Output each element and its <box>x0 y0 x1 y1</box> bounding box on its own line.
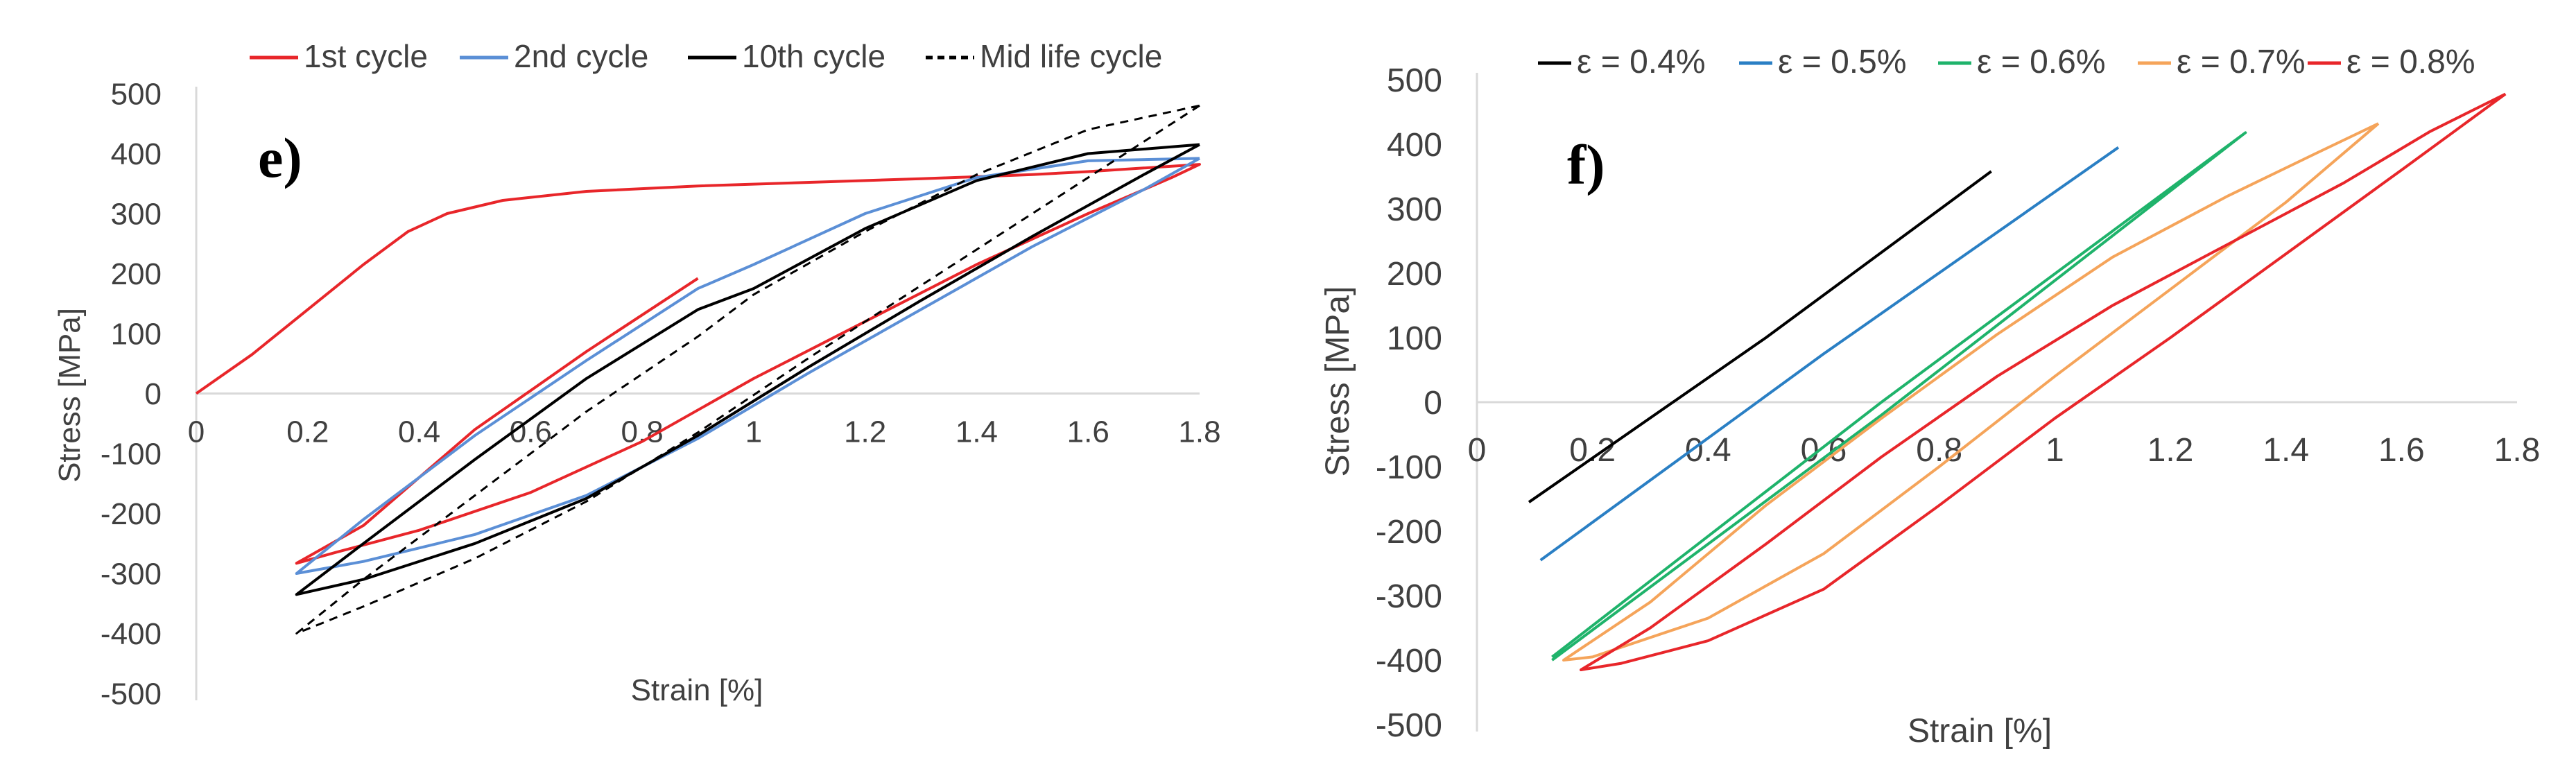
x-tick-label: 1.6 <box>1067 415 1109 449</box>
y-tick-label: 500 <box>111 77 162 111</box>
legend-label: 1st cycle <box>304 38 428 74</box>
y-tick-label: 200 <box>1387 256 1442 293</box>
y-tick-label: 100 <box>1387 320 1442 357</box>
x-tick-label: 1 <box>745 415 762 449</box>
y-tick-label: -100 <box>101 437 162 471</box>
series-line-1 <box>195 163 1201 565</box>
series-line-5 <box>1580 92 2507 671</box>
legend-label: ε = 0.6% <box>1977 44 2106 80</box>
legend-label: 2nd cycle <box>514 38 648 74</box>
y-tick-label: 0 <box>145 377 162 411</box>
y-tick-label: -200 <box>101 497 162 531</box>
y-tick-label: -300 <box>101 557 162 591</box>
series-line-4 <box>295 104 1200 634</box>
y-tick-label: 300 <box>1387 191 1442 228</box>
y-tick-label: 500 <box>1387 62 1442 99</box>
series-line-3 <box>295 143 1200 596</box>
y-tick-label: -100 <box>1376 449 1442 486</box>
series-line-1 <box>1528 170 1992 503</box>
legend-label: Mid life cycle <box>980 38 1162 74</box>
y-tick-label: 300 <box>111 197 162 231</box>
y-tick-label: -400 <box>1376 643 1442 680</box>
y-tick-label: -500 <box>101 677 162 711</box>
x-tick-label: 1.4 <box>956 415 998 449</box>
x-tick-label: 1 <box>2046 432 2064 469</box>
y-axis-label: Stress [MPa] <box>1320 286 1356 477</box>
y-tick-label: 400 <box>1387 127 1442 164</box>
x-tick-label: 0.2 <box>286 415 329 449</box>
series-line-4 <box>1562 122 2380 662</box>
panel-label: e) <box>258 126 302 189</box>
y-axis-label: Stress [MPa] <box>53 308 87 483</box>
x-tick-label: 0 <box>1468 432 1487 469</box>
y-tick-label: -300 <box>1376 578 1442 615</box>
x-tick-label: 0.2 <box>1569 432 1616 469</box>
series-line-2 <box>295 157 1200 575</box>
y-tick-label: 100 <box>111 317 162 351</box>
x-tick-label: 0.8 <box>1916 432 1962 469</box>
x-tick-label: 0 <box>188 415 205 449</box>
y-tick-label: 200 <box>111 257 162 291</box>
legend-label: 10th cycle <box>742 38 885 74</box>
y-tick-label: -200 <box>1376 514 1442 551</box>
y-tick-label: 0 <box>1424 385 1442 422</box>
chart-f: 500 400 300 200 100 0 -100 -200 -300 -400 -500 0 0.2… <box>1320 44 2540 750</box>
series-line-3 <box>1551 131 2247 662</box>
x-tick-label: 1.8 <box>2494 432 2541 469</box>
legend-label: ε = 0.5% <box>1778 44 1907 80</box>
x-tick-label: 1.4 <box>2263 432 2309 469</box>
x-axis-label: Strain [%] <box>1908 713 2052 750</box>
series-line-2 <box>1539 146 2120 562</box>
y-tick-label: -400 <box>101 617 162 651</box>
legend-label: ε = 0.8% <box>2346 44 2475 80</box>
y-tick-label: -500 <box>1376 707 1442 744</box>
x-tick-label: 1.2 <box>844 415 886 449</box>
chart-e: 500 400 300 200 100 0 -100 -200 -300 -400 -500 0 0.2… <box>53 38 1221 711</box>
panel-label: f) <box>1567 133 1605 196</box>
x-axis-label: Strain [%] <box>631 673 763 707</box>
x-tick-label: 1.2 <box>2147 432 2194 469</box>
x-tick-label: 1.8 <box>1178 415 1220 449</box>
legend-label: ε = 0.7% <box>2177 44 2306 80</box>
legend-label: ε = 0.4% <box>1577 44 1706 80</box>
x-tick-label: 0.4 <box>398 415 440 449</box>
y-tick-label: 400 <box>111 137 162 171</box>
x-tick-label: 1.6 <box>2378 432 2425 469</box>
